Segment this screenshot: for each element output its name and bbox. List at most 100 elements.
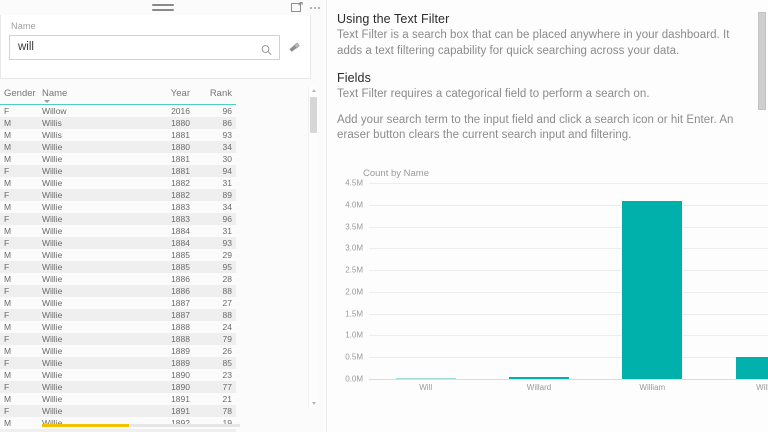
scrollbar-thumb[interactable]	[310, 97, 317, 133]
table-row[interactable]: M Willie 1885 29	[0, 249, 236, 261]
sort-descending-icon	[44, 100, 50, 103]
progress-bar-fill	[42, 424, 130, 427]
documentation-scrollbar-thumb[interactable]	[758, 12, 766, 110]
cell-name: Willie	[42, 394, 63, 404]
table-row[interactable]: F Willie 1883 96	[0, 213, 236, 225]
table-row[interactable]: F Willie 1881 94	[0, 165, 236, 177]
table-row[interactable]: F Willow 2016 96	[0, 104, 236, 117]
table-row[interactable]: FWillie189278	[0, 429, 236, 432]
filter-field-label: Name	[11, 21, 36, 31]
chart-bar[interactable]	[508, 377, 569, 379]
table-row[interactable]: M Willie 1890 23	[0, 369, 236, 381]
more-options-icon[interactable]	[310, 2, 320, 13]
cell-name: Willie	[42, 238, 63, 248]
cell-rank: 78	[222, 406, 232, 416]
table-row[interactable]: M Willie 1886 28	[0, 273, 236, 285]
cell-rank: 79	[222, 334, 232, 344]
cell-year: 1890	[171, 382, 190, 392]
chart-bar-slot	[596, 183, 709, 379]
table-row[interactable]: F Willie 1891 78	[0, 405, 236, 417]
table-row[interactable]: M Willie 1880 34	[0, 141, 236, 153]
cell-rank: 77	[222, 382, 232, 392]
table-row[interactable]: M Willis 1881 93	[0, 129, 236, 141]
chart-bar[interactable]	[735, 357, 768, 379]
search-icon[interactable]	[261, 42, 272, 55]
chart-gridlines	[369, 183, 768, 380]
cell-name: Willie	[42, 406, 63, 416]
column-header-name[interactable]: Name	[38, 85, 146, 105]
cell-year: 2016	[171, 106, 190, 116]
cell-year: 1881	[171, 166, 190, 176]
cell-name: Willis	[42, 130, 62, 140]
chart-gridline	[369, 379, 768, 380]
cell-year: 1888	[171, 322, 190, 332]
table-row[interactable]: M Willie 1892 19	[0, 417, 236, 429]
cell-gender: F	[4, 262, 10, 272]
cell-year: 1881	[171, 154, 190, 164]
table-row[interactable]: F Willie 1882 89	[0, 189, 236, 201]
chart-y-tick-label: 4.5M	[345, 178, 363, 188]
cell-gender: F	[4, 310, 10, 320]
table-row[interactable]: F Willie 1889 85	[0, 357, 236, 369]
table-row[interactable]: M Willie 1883 34	[0, 201, 236, 213]
table-row[interactable]: M Willie 1881 30	[0, 153, 236, 165]
chart-y-tick-label: 3.0M	[345, 243, 363, 253]
table-row[interactable]: F Willie 1888 79	[0, 333, 236, 345]
table-row[interactable]: M Willie 1882 31	[0, 177, 236, 189]
chart-bar-slot	[369, 183, 482, 379]
table-row[interactable]: M Willie 1889 26	[0, 345, 236, 357]
chart-x-tick-label: William	[639, 383, 666, 392]
scroll-down-icon[interactable]	[309, 399, 318, 408]
drag-handle-icon[interactable]	[152, 4, 174, 11]
scroll-up-icon[interactable]	[309, 86, 318, 95]
cell-name: Willie	[42, 346, 63, 356]
table-row[interactable]: F Willie 1886 88	[0, 285, 236, 297]
cell-name: Willie	[42, 142, 63, 152]
cell-year: 1883	[171, 202, 190, 212]
search-input-value: will	[18, 40, 34, 53]
column-header-gender[interactable]: Gender	[0, 85, 38, 105]
chart-y-tick-label: 4.0M	[345, 200, 363, 210]
cell-gender: F	[4, 238, 10, 248]
table-row[interactable]: M Willis 1880 86	[0, 117, 236, 129]
cell-name: Willie	[42, 334, 63, 344]
table-row[interactable]: F Willie 1890 77	[0, 381, 236, 393]
column-header-rank[interactable]: Rank	[194, 85, 236, 105]
table-row[interactable]: F Willie 1887 88	[0, 309, 236, 321]
table-row[interactable]: M Willie 1887 27	[0, 297, 236, 309]
cell-name: Willie	[42, 262, 63, 272]
caret-down-glyph	[311, 402, 316, 405]
column-header-year[interactable]: Year	[146, 85, 194, 105]
cell-year: 1887	[171, 310, 190, 320]
chart-bar[interactable]	[395, 377, 456, 379]
cell-name: Willie	[42, 418, 63, 428]
cell-name: Willie	[42, 310, 63, 320]
chart-bar[interactable]	[622, 201, 683, 379]
table-header-row: Gender Name Year Rank	[0, 85, 236, 105]
cell-rank: 21	[222, 394, 232, 404]
focus-mode-icon[interactable]	[291, 2, 303, 13]
table-row[interactable]: M Willie 1884 31	[0, 225, 236, 237]
table-row[interactable]: F Willie 1885 95	[0, 261, 236, 273]
cell-rank: 93	[222, 130, 232, 140]
table-row[interactable]: M Willie 1888 24	[0, 321, 236, 333]
cell-gender: F	[4, 358, 10, 368]
cell-gender: M	[4, 154, 12, 164]
table-row[interactable]: F Willie 1884 93	[0, 237, 236, 249]
table-scrollbar[interactable]	[308, 86, 317, 408]
cell-year: 1885	[171, 250, 190, 260]
text-filter-card: Name will	[0, 15, 311, 79]
cell-year: 1892	[146, 429, 194, 432]
cell-name: Willie	[38, 429, 146, 432]
chart-y-tick-label: 1.0M	[345, 330, 363, 340]
documentation-scrollbar[interactable]	[758, 8, 766, 424]
cell-year: 1885	[171, 262, 190, 272]
search-input[interactable]: will	[9, 35, 280, 60]
search-glyph	[261, 44, 272, 55]
table-row[interactable]: M Willie 1891 21	[0, 393, 236, 405]
chart-x-tick-label: Willard	[526, 383, 552, 392]
cell-rank: 96	[222, 106, 232, 116]
cell-year: 1892	[171, 418, 190, 428]
eraser-button[interactable]	[286, 39, 302, 57]
chart-y-tick-label: 2.5M	[345, 265, 363, 275]
